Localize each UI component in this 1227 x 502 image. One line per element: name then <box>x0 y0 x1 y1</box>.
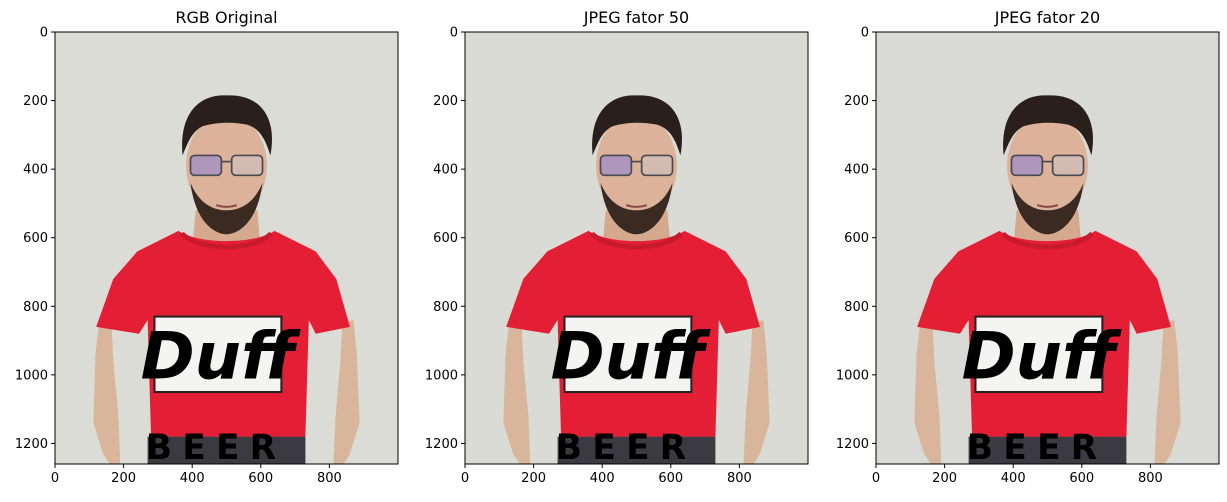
x-tick-label: 200 <box>521 471 546 486</box>
axes-frame <box>875 31 1220 465</box>
x-tick-label: 400 <box>180 471 205 486</box>
y-tick-label: 600 <box>844 231 869 246</box>
x-tick-label: 800 <box>1138 471 1163 486</box>
y-tick-label: 400 <box>433 163 458 178</box>
x-tick-label: 600 <box>658 471 683 486</box>
beer-text: BEER <box>146 428 287 468</box>
logo-text: Duff <box>141 319 301 394</box>
y-tick-label: 0 <box>40 26 48 41</box>
y-tick-label: 200 <box>23 94 48 109</box>
panel-3: Duff BEER JPEG fator 20 0 200 400 600 800 0 200 40… <box>836 8 1220 486</box>
x-tick-label: 0 <box>461 471 469 486</box>
x-tick-label: 0 <box>51 471 59 486</box>
beer-text: BEER <box>556 428 697 468</box>
y-tick-label: 200 <box>844 94 869 109</box>
y-tick-label: 1000 <box>15 368 48 383</box>
x-tick-label: 800 <box>727 471 752 486</box>
x-tick-label: 600 <box>248 471 273 486</box>
y-tick-label: 200 <box>433 94 458 109</box>
photo: Duff BEER <box>503 95 769 468</box>
y-tick-label: 800 <box>23 300 48 315</box>
y-tick-label: 600 <box>433 231 458 246</box>
x-tick-label: 400 <box>1001 471 1026 486</box>
x-tick-label: 0 <box>872 471 880 486</box>
y-tick-label: 800 <box>844 300 869 315</box>
axes-frame <box>54 31 399 465</box>
x-tick-label: 200 <box>932 471 957 486</box>
y-tick-label: 0 <box>861 26 869 41</box>
beer-text: BEER <box>967 428 1108 468</box>
y-tick-label: 400 <box>23 163 48 178</box>
x-tick-label: 400 <box>590 471 615 486</box>
y-tick-label: 1200 <box>15 437 48 452</box>
x-tick-label: 600 <box>1069 471 1094 486</box>
y-tick-label: 1200 <box>836 437 869 452</box>
y-tick-label: 1000 <box>425 368 458 383</box>
x-tick-label: 200 <box>111 471 136 486</box>
y-tick-label: 800 <box>433 300 458 315</box>
panel-2: Duff BEER JPEG fator 50 0 200 400 600 800 0 200 40… <box>425 8 809 486</box>
panel-1: Duff BEER RGB Original 0 200 400 600 800 0 200 400… <box>15 8 399 486</box>
photo: Duff BEER <box>914 95 1180 468</box>
y-tick-label: 400 <box>844 163 869 178</box>
x-tick-label: 800 <box>317 471 342 486</box>
panel-title: RGB Original <box>175 8 277 27</box>
logo-text: Duff <box>551 319 711 394</box>
logo-text: Duff <box>962 319 1122 394</box>
y-tick-label: 1200 <box>425 437 458 452</box>
panel-title: JPEG fator 20 <box>994 8 1100 27</box>
y-tick-label: 600 <box>23 231 48 246</box>
panel-title: JPEG fator 50 <box>583 8 689 27</box>
y-tick-label: 0 <box>450 26 458 41</box>
y-tick-label: 1000 <box>836 368 869 383</box>
photo: Duff BEER <box>93 95 359 468</box>
axes-frame <box>464 31 809 465</box>
